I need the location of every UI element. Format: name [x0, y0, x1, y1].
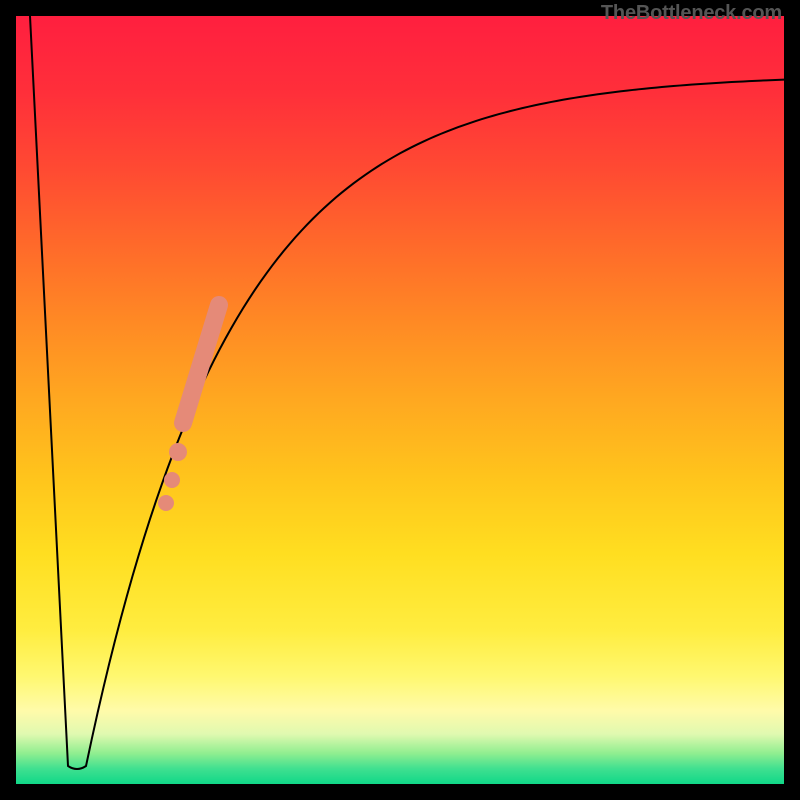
highlight-dot — [158, 495, 174, 511]
highlight-dot — [164, 472, 180, 488]
gradient-background — [16, 16, 784, 784]
watermark-text: TheBottleneck.com — [601, 2, 782, 25]
highlight-dot — [169, 443, 187, 461]
chart-container: TheBottleneck.com — [0, 0, 800, 800]
chart-svg — [0, 0, 800, 800]
